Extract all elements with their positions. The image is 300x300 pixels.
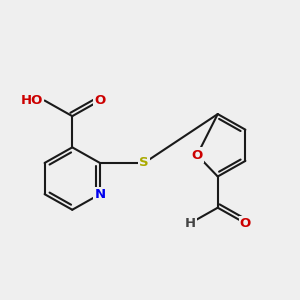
Text: H: H [184,217,196,230]
Text: HO: HO [21,94,43,107]
Text: S: S [139,157,149,169]
Text: O: O [191,148,203,161]
Text: N: N [94,188,106,201]
Text: O: O [240,217,251,230]
Text: O: O [94,94,106,107]
